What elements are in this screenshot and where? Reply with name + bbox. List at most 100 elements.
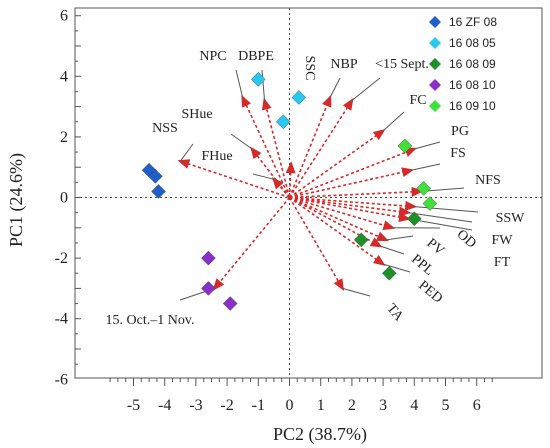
y-tick-label: 0 (60, 190, 68, 207)
label-leader-line (261, 69, 266, 101)
x-tick-label: 6 (473, 397, 481, 414)
x-tick-label: 2 (348, 397, 356, 414)
data-point (407, 211, 422, 226)
legend-marker (429, 16, 441, 28)
loading-vector-label: 15. Oct.–1 Nov. (106, 313, 195, 328)
loading-vector-arrow (289, 129, 386, 199)
legend-label: 16 ZF 08 (449, 15, 497, 29)
label-leader-line (407, 212, 473, 223)
loading-vector-arrow (177, 159, 290, 199)
loading-vector-arrow (289, 196, 383, 248)
loading-vector-arrow (289, 147, 418, 199)
label-leader-line (382, 111, 405, 132)
loading-vector-label: FW (492, 233, 514, 248)
data-point (382, 265, 397, 281)
loading-vector-label: PED (415, 278, 445, 306)
loading-vector-label: FHue (201, 149, 232, 164)
label-leader-line (230, 133, 253, 150)
label-leader-line (252, 173, 275, 180)
x-tick-label: -2 (220, 397, 233, 414)
loading-vector-label: NSS (152, 121, 178, 136)
legend-label: 16 09 10 (449, 99, 496, 113)
label-leader-line (414, 141, 441, 150)
x-tick-label: -1 (252, 397, 265, 414)
data-point (222, 296, 238, 311)
loading-vector-label: PPL (408, 252, 436, 279)
data-point (291, 90, 307, 105)
legend-marker (429, 58, 441, 70)
loading-vector-label: OD (454, 227, 479, 251)
data-point (201, 281, 216, 296)
label-leader-line (351, 77, 381, 101)
loading-vector-label: FT (494, 255, 511, 270)
x-tick-label: 5 (442, 397, 450, 414)
x-tick-label: -4 (158, 397, 171, 414)
loading-vector-arrow (250, 146, 291, 198)
loading-vector-label: SSW (496, 211, 526, 226)
loading-vector-label: DBPE (238, 49, 274, 64)
loading-vector-arrow (288, 94, 332, 198)
label-leader-line (379, 245, 405, 255)
label-leader-line (179, 143, 194, 162)
data-point (397, 138, 413, 154)
loading-vector-label: SHue (181, 107, 212, 122)
loading-vector-arrow (289, 196, 396, 231)
x-tick-label: 1 (317, 397, 325, 414)
data-point (201, 250, 216, 266)
label-leader-line (235, 69, 244, 98)
loading-vector-label: FS (450, 146, 466, 161)
x-tick-label: -5 (127, 397, 140, 414)
loading-vector-label: PG (451, 124, 469, 139)
legend-label: 16 08 10 (449, 78, 496, 92)
x-tick-label: -3 (189, 397, 202, 414)
data-point (353, 232, 369, 248)
data-point (416, 181, 431, 196)
label-leader-line (382, 263, 411, 273)
label-leader-line (386, 235, 414, 241)
data-point (251, 72, 266, 87)
data-point (148, 169, 163, 184)
loading-vector-arrow (289, 196, 389, 242)
loading-vector-arrow (288, 197, 345, 291)
legend-marker (429, 100, 441, 112)
legend-marker (429, 79, 441, 91)
data-point (275, 114, 291, 130)
loading-vector-arrow (289, 196, 412, 223)
label-leader-line (329, 77, 341, 98)
x-tick-label: 0 (286, 397, 294, 414)
plot-area (74, 7, 543, 379)
loading-vector-arrow (288, 98, 354, 198)
y-tick-label: 4 (60, 68, 68, 85)
y-tick-label: 2 (60, 129, 68, 146)
y-tick-label: -2 (55, 250, 68, 267)
y-tick-label: -4 (55, 311, 68, 328)
x-tick-label: 4 (410, 397, 418, 414)
loading-vector-label: TA (383, 301, 406, 325)
loading-vector-label: <15 Sept. (375, 57, 429, 72)
label-leader-line (414, 206, 479, 213)
legend-marker (429, 37, 441, 49)
loading-vector-label: NPC (199, 49, 226, 64)
loading-vector-arrow (289, 167, 415, 199)
loading-vector-arrow (289, 196, 386, 266)
loading-vector-arrow (289, 196, 412, 217)
loading-vector-label: PV (424, 236, 447, 259)
loading-vector-label: NFS (475, 173, 501, 188)
label-leader-line (411, 163, 441, 171)
data-point (151, 184, 166, 199)
loading-vector-label: NBP (330, 57, 357, 72)
x-axis-label: PC2 (38.7%) (273, 424, 367, 445)
legend-label: 16 08 05 (449, 36, 496, 50)
loading-vector-label: SSC (302, 56, 317, 81)
loading-vector-label: FC (409, 93, 426, 108)
loading-vector-arrow (212, 196, 291, 291)
loading-vector-arrow (285, 161, 296, 198)
data-point (422, 196, 438, 211)
loading-vector-arrow (261, 97, 291, 198)
x-tick-label: 3 (379, 397, 387, 414)
loading-vector-arrow (289, 196, 418, 211)
y-tick-label: -6 (55, 371, 68, 388)
label-leader-line (342, 287, 371, 297)
y-axis-label: PC1 (24.6%) (6, 153, 27, 247)
